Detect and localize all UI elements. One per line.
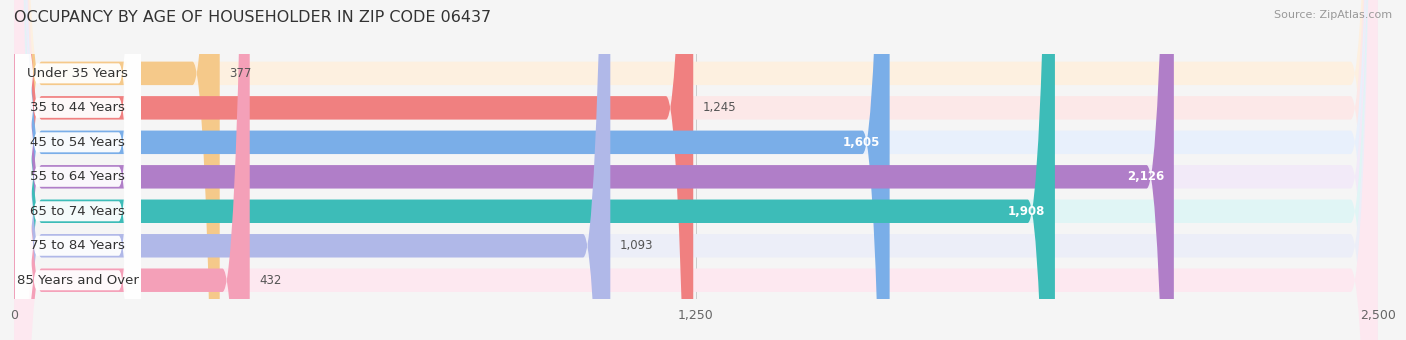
Text: 65 to 74 Years: 65 to 74 Years (31, 205, 125, 218)
Text: 1,093: 1,093 (620, 239, 654, 252)
FancyBboxPatch shape (14, 0, 1378, 340)
Text: 35 to 44 Years: 35 to 44 Years (31, 101, 125, 114)
FancyBboxPatch shape (15, 0, 141, 340)
FancyBboxPatch shape (14, 0, 1378, 340)
Text: 1,605: 1,605 (842, 136, 880, 149)
Text: 85 Years and Over: 85 Years and Over (17, 274, 139, 287)
FancyBboxPatch shape (15, 0, 141, 340)
FancyBboxPatch shape (14, 0, 890, 340)
FancyBboxPatch shape (15, 0, 141, 340)
FancyBboxPatch shape (14, 0, 610, 340)
FancyBboxPatch shape (14, 0, 693, 340)
FancyBboxPatch shape (14, 0, 1378, 340)
FancyBboxPatch shape (14, 0, 250, 340)
Text: Under 35 Years: Under 35 Years (28, 67, 128, 80)
Text: 75 to 84 Years: 75 to 84 Years (31, 239, 125, 252)
Text: OCCUPANCY BY AGE OF HOUSEHOLDER IN ZIP CODE 06437: OCCUPANCY BY AGE OF HOUSEHOLDER IN ZIP C… (14, 10, 491, 25)
FancyBboxPatch shape (15, 0, 141, 340)
FancyBboxPatch shape (14, 0, 1378, 340)
Text: 45 to 54 Years: 45 to 54 Years (31, 136, 125, 149)
FancyBboxPatch shape (14, 0, 1378, 340)
Text: 432: 432 (260, 274, 283, 287)
FancyBboxPatch shape (15, 0, 141, 340)
FancyBboxPatch shape (14, 0, 1378, 340)
Text: 1,908: 1,908 (1008, 205, 1045, 218)
FancyBboxPatch shape (14, 0, 219, 340)
Text: 1,245: 1,245 (703, 101, 737, 114)
FancyBboxPatch shape (14, 0, 1054, 340)
FancyBboxPatch shape (14, 0, 1378, 340)
FancyBboxPatch shape (14, 0, 1174, 340)
FancyBboxPatch shape (15, 0, 141, 340)
FancyBboxPatch shape (15, 0, 141, 340)
Text: Source: ZipAtlas.com: Source: ZipAtlas.com (1274, 10, 1392, 20)
Text: 2,126: 2,126 (1126, 170, 1164, 183)
Text: 55 to 64 Years: 55 to 64 Years (31, 170, 125, 183)
Text: 377: 377 (229, 67, 252, 80)
